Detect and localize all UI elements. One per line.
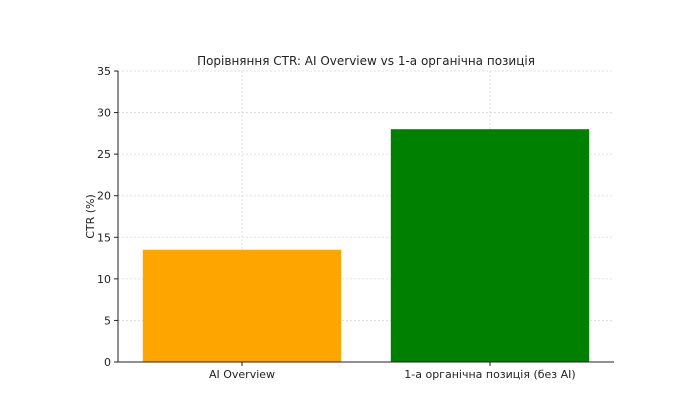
y-tick-label: 15 [97,231,111,244]
bars-layer [142,129,590,362]
y-tick-label: 30 [97,107,111,120]
y-tick-label: 10 [97,273,111,286]
x-tick-label: AI Overview [209,368,275,381]
y-axis-label: CTR (%) [84,194,97,239]
bar [142,249,342,362]
y-tick-label: 0 [104,356,111,369]
bar [390,129,590,362]
y-tick-label: 20 [97,190,111,203]
x-tick-label: 1-а органічна позиція (без AI) [404,368,575,381]
chart-title: Порівняння CTR: AI Overview vs 1-а орган… [197,54,535,68]
ticks-layer: 0 5 10 15 20 25 30 35 AI Overview 1-а органічна п… [97,65,576,381]
axes-layer [117,71,614,363]
y-tick-label: 25 [97,148,111,161]
y-tick-label: 35 [97,65,111,78]
y-tick-label: 5 [104,314,111,327]
